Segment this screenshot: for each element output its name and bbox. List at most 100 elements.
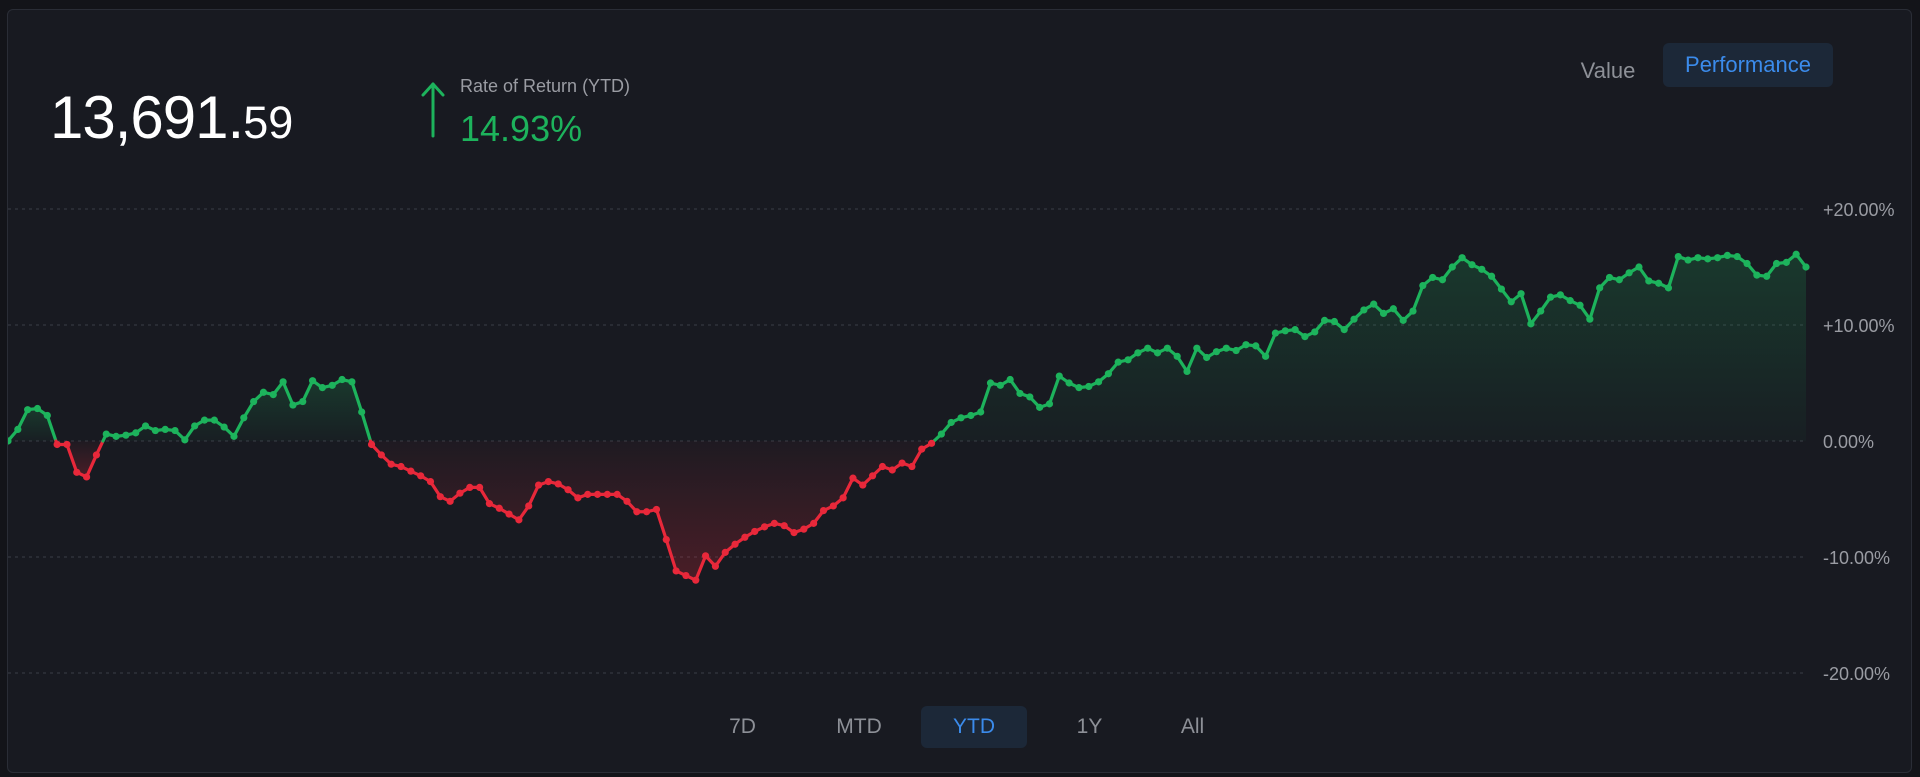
data-point [1301,333,1309,341]
data-point [1419,281,1427,290]
y-tick-label: +10.00% [1823,316,1895,336]
data-point [318,384,326,392]
data-point [1655,279,1663,287]
data-point [554,480,562,488]
data-point [1379,309,1388,317]
range-tab-1y[interactable]: 1Y [1076,715,1103,738]
data-point [1497,285,1506,293]
data-point [1645,277,1653,285]
data-point [1527,320,1535,328]
portfolio-chart-card: 13,691.59 Rate of Return (YTD) 14.93% Va… [7,9,1912,773]
data-point [1242,341,1250,349]
range-tab-7d[interactable]: 7D [729,715,756,738]
data-point [24,406,32,414]
data-point [1507,298,1515,306]
data-point [348,378,356,386]
data-point [279,378,287,386]
data-point [1183,367,1191,375]
data-point [1566,297,1574,305]
data-point [1203,353,1211,362]
data-point [878,462,887,471]
data-point [1389,305,1397,313]
data-point [1429,273,1437,282]
data-point [338,375,346,384]
data-point [692,576,700,584]
data-point [1262,352,1270,360]
data-point [73,468,81,476]
data-point [1704,255,1712,263]
data-point [918,445,926,453]
data-point [1782,258,1790,266]
data-point [1674,252,1682,261]
data-point [1163,344,1171,352]
data-point [210,416,218,424]
data-point [328,381,336,389]
data-point [947,418,955,427]
data-point [141,422,150,430]
data-point [780,522,788,530]
data-point [1330,317,1338,326]
data-point [43,411,51,420]
data-point [574,494,582,502]
data-point [466,483,474,491]
data-point [191,422,199,430]
data-point [1537,307,1545,315]
data-point [770,519,778,527]
data-point [299,397,307,406]
data-point [1517,290,1525,298]
range-tab-all[interactable]: All [1180,715,1205,738]
view-toggle-value[interactable]: Value [1580,58,1636,83]
data-point [8,437,12,445]
view-toggle-performance[interactable]: Performance [1663,43,1833,87]
range-tab-mtd[interactable]: MTD [836,715,882,738]
data-point [908,462,916,471]
data-point [1340,326,1348,334]
data-point [495,504,503,512]
data-point [888,466,896,474]
data-point [1193,344,1201,352]
data-point [544,478,552,486]
data-point [701,552,710,560]
data-point [711,562,720,570]
data-point [662,536,670,544]
data-point [1153,349,1162,357]
data-point [397,462,405,471]
data-point [1694,254,1702,262]
data-point [161,425,169,433]
data-point [1605,273,1614,282]
data-point [367,440,376,449]
data-point [53,440,61,449]
data-point [377,451,385,459]
data-point [407,467,415,475]
data-point [1360,306,1368,314]
data-point [859,481,867,489]
portfolio-value: 13,691.59 [50,88,293,148]
data-point [456,489,464,497]
data-point [200,416,209,424]
data-point [240,414,248,422]
data-point [790,529,798,537]
data-point [1635,263,1643,271]
data-point [1045,400,1054,408]
data-point [112,432,120,440]
range-tab-ytd[interactable]: YTD [921,706,1027,748]
data-point [1016,389,1024,398]
data-point [1802,263,1810,271]
positive-area [934,254,1806,441]
data-point [1399,316,1407,324]
data-point [1085,382,1093,391]
data-point [957,414,965,422]
data-point [151,426,159,435]
data-point [1104,370,1113,378]
data-point [1124,356,1132,364]
data-point [603,490,611,498]
data-point [564,486,572,494]
positive-area [102,379,371,441]
data-point [220,423,228,431]
data-point [1350,315,1358,323]
data-point [1212,348,1221,356]
data-point [525,502,533,510]
data-point [1026,393,1034,401]
data-point [1271,329,1280,337]
data-point [1772,259,1781,268]
